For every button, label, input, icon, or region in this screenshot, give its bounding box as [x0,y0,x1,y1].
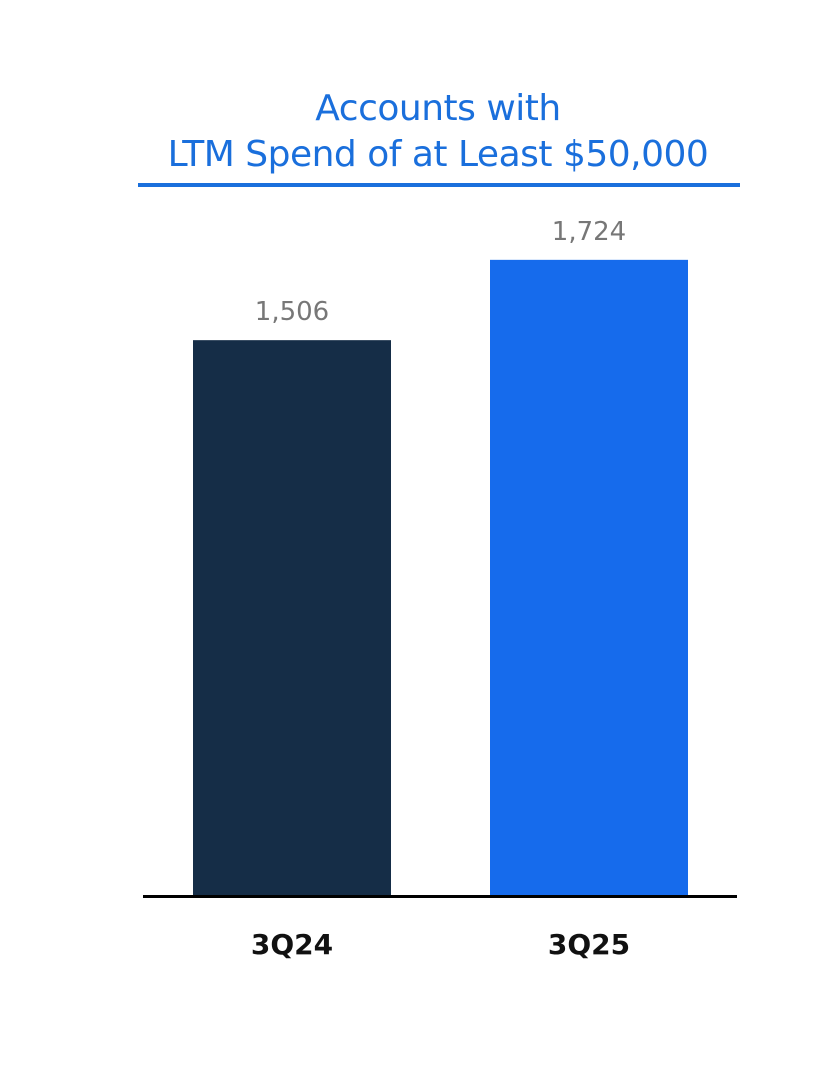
chart-title-line-2: LTM Spend of at Least $50,000 [167,134,709,175]
bar-3q24 [193,340,391,895]
bar-3q25 [490,259,688,895]
x-tick-label-3q24: 3Q24 [251,928,333,961]
chart-title: Accounts with LTM Spend of at Least $50,… [138,86,738,178]
data-label-3q24: 1,506 [255,297,329,327]
title-underline [138,183,740,187]
data-label-3q25: 1,724 [552,217,626,247]
chart-title-line-1: Accounts with [315,88,561,129]
bars-group [193,259,688,895]
x-tick-label-3q25: 3Q25 [548,928,630,961]
labels-group: 1,506 3Q24 1,724 3Q25 [251,217,630,961]
